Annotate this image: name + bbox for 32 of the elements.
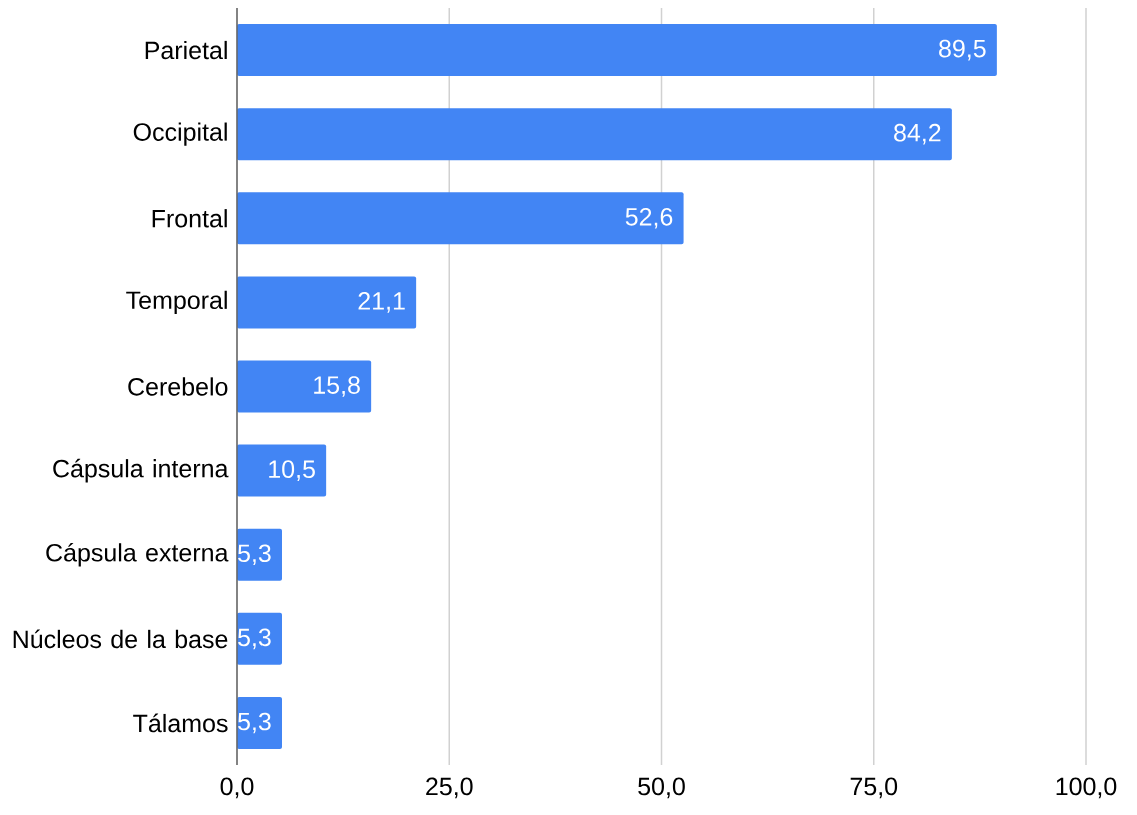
- data-label: 21,1: [358, 292, 405, 313]
- y-tick-label: Occipital: [133, 122, 227, 146]
- x-tick-label: 25,0: [426, 777, 473, 799]
- bar: [237, 612, 282, 665]
- data-label: 15,8: [314, 376, 360, 397]
- bar: [237, 192, 684, 245]
- data-label: 5,3: [238, 544, 271, 566]
- bar: [237, 360, 372, 413]
- bar: [237, 24, 997, 77]
- y-tick-label: Temporal: [126, 290, 227, 315]
- bar: [237, 276, 417, 329]
- y-tick-label: Cerebelo: [128, 377, 228, 396]
- data-label: 84,2: [894, 123, 941, 145]
- y-tick-label: Cápsula interna: [53, 458, 229, 483]
- data-label: 5,3: [238, 628, 271, 650]
- y-tick-label: Núcleos de la base: [13, 629, 228, 649]
- bar: [237, 444, 327, 497]
- data-label: 5,3: [238, 712, 271, 734]
- bar: [237, 108, 952, 161]
- x-tick-label: 100,0: [1056, 777, 1117, 799]
- x-tick-label: 75,0: [850, 777, 898, 799]
- x-tick-label: 50,0: [638, 777, 685, 799]
- data-label: 52,6: [625, 207, 673, 229]
- y-tick-label: Parietal: [145, 40, 227, 60]
- data-label: 89,5: [939, 39, 986, 61]
- bar: [237, 528, 282, 581]
- data-label: 10,5: [269, 460, 315, 481]
- bar: [237, 696, 282, 749]
- y-tick-label: Frontal: [152, 209, 227, 228]
- y-tick-label: Cápsula externa: [46, 542, 229, 567]
- x-tick-label: 0,0: [220, 777, 254, 799]
- y-tick-label: Tálamos: [133, 713, 228, 733]
